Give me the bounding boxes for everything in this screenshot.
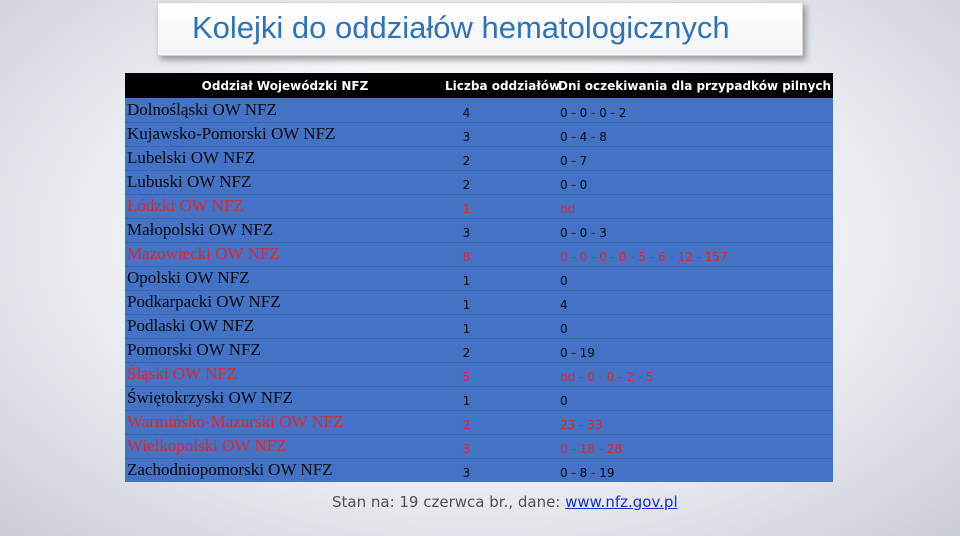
- department-cell: Wielkopolski OW NFZ: [125, 433, 445, 458]
- department-cell: Lubuski OW NFZ: [125, 169, 445, 194]
- department-cell: Podkarpacki OW NFZ: [125, 289, 445, 314]
- table-row: Łódzki OW NFZ 1 bd: [125, 193, 833, 218]
- department-cell: Kujawsko-Pomorski OW NFZ: [125, 121, 445, 146]
- count-cell: 1: [445, 193, 558, 218]
- days-cell: 0 - 4 - 8: [558, 121, 833, 146]
- count-cell: 1: [445, 385, 558, 410]
- days-cell: 0 - 0: [558, 169, 833, 194]
- table-row: Małopolski OW NFZ 3 0 - 0 - 3: [125, 217, 833, 242]
- department-cell: Dolnośląski OW NFZ: [127, 99, 277, 119]
- table-row: Śląski OW NFZ 5 bd - 0 - 0 - 2 - 5: [125, 361, 833, 386]
- header-days: Dni oczekiwania dla przypadków pilnych: [558, 78, 832, 93]
- days-cell: 0 - 0 - 0 - 2: [560, 105, 627, 120]
- days-cell: 4: [558, 289, 833, 314]
- table-row: Podlaski OW NFZ 1 0: [125, 313, 833, 338]
- table-row: Wielkopolski OW NFZ 3 0 - 18 - 28: [125, 433, 833, 458]
- days-cell: 0: [558, 313, 833, 338]
- department-cell: Opolski OW NFZ: [125, 265, 445, 290]
- days-cell: 0 - 7: [558, 145, 833, 170]
- count-cell: 2: [445, 409, 558, 434]
- department-cell: Mazowiecki OW NFZ: [125, 241, 445, 266]
- table-row: Lubuski OW NFZ 2 0 - 0: [125, 169, 833, 194]
- department-cell: Zachodniopomorski OW NFZ: [125, 457, 445, 482]
- days-cell: 0 - 8 - 19: [558, 457, 833, 482]
- days-cell: 0: [558, 265, 833, 290]
- table-row: Opolski OW NFZ 1 0: [125, 265, 833, 290]
- count-cell: 3: [445, 121, 558, 146]
- table-row: Lubelski OW NFZ 2 0 - 7: [125, 145, 833, 170]
- count-cell: 2: [445, 337, 558, 362]
- queue-table: Oddział Wojewódzki NFZ Liczba oddziałów …: [125, 73, 833, 482]
- department-cell: Łódzki OW NFZ: [125, 193, 445, 218]
- nfz-link[interactable]: www.nfz.gov.pl: [565, 493, 678, 511]
- header-count: Liczba oddziałów: [445, 78, 561, 93]
- days-cell: 0 - 0 - 3: [558, 217, 833, 242]
- count-cell: 1: [445, 265, 558, 290]
- department-cell: Podlaski OW NFZ: [125, 313, 445, 338]
- count-cell: 1: [445, 313, 558, 338]
- table-row: Warmińsko-Mazurski OW NFZ 2 23 - 33: [125, 409, 833, 434]
- count-cell: 3: [445, 217, 558, 242]
- table-header-row: Oddział Wojewódzki NFZ Liczba oddziałów …: [125, 73, 833, 98]
- header-department: Oddział Wojewódzki NFZ: [201, 78, 369, 93]
- title-box: Kolejki do oddziałów hematologicznych: [157, 2, 803, 56]
- days-cell: bd: [558, 193, 833, 218]
- department-cell: Świętokrzyski OW NFZ: [125, 385, 445, 410]
- department-cell: Małopolski OW NFZ: [125, 217, 445, 242]
- table-row: Mazowiecki OW NFZ 8 0 - 0 - 0 - 0 - 5 - 6 …: [125, 241, 833, 266]
- days-cell: 23 - 33: [558, 409, 833, 434]
- days-cell: 0 - 18 - 28: [558, 433, 833, 458]
- days-cell: 0 - 19: [558, 337, 833, 362]
- days-cell: 0 - 0 - 0 - 0 - 5 - 6 - 12 - 157: [558, 241, 833, 266]
- days-cell: 0: [558, 385, 833, 410]
- count-cell: 2: [445, 169, 558, 194]
- count-cell: 5: [445, 361, 558, 386]
- department-cell: Śląski OW NFZ: [125, 361, 445, 386]
- days-cell: bd - 0 - 0 - 2 - 5: [558, 361, 833, 386]
- footer: Stan na: 19 czerwca br., dane: www.nfz.g…: [332, 493, 678, 511]
- count-cell: 2: [445, 145, 558, 170]
- table-row: Dolnośląski OW NFZ 4 0 - 0 - 0 - 2: [125, 98, 833, 122]
- count-cell: 3: [445, 457, 558, 482]
- count-cell: 1: [445, 289, 558, 314]
- count-cell: 8: [445, 241, 558, 266]
- count-cell: 4: [462, 105, 471, 120]
- department-cell: Pomorski OW NFZ: [125, 337, 445, 362]
- count-cell: 3: [445, 433, 558, 458]
- table-body: Dolnośląski OW NFZ 4 0 - 0 - 0 - 2 Kujawsko…: [125, 98, 833, 482]
- page-title: Kolejki do oddziałów hematologicznych: [192, 10, 730, 45]
- department-cell: Lubelski OW NFZ: [125, 145, 445, 170]
- table-row: Zachodniopomorski OW NFZ 3 0 - 8 - 19: [125, 457, 833, 482]
- footer-text: Stan na: 19 czerwca br., dane:: [332, 493, 566, 511]
- table-row: Kujawsko-Pomorski OW NFZ 3 0 - 4 - 8: [125, 121, 833, 146]
- table-row: Podkarpacki OW NFZ 1 4: [125, 289, 833, 314]
- table-row: Pomorski OW NFZ 2 0 - 19: [125, 337, 833, 362]
- department-cell: Warmińsko-Mazurski OW NFZ: [125, 409, 445, 434]
- table-row: Świętokrzyski OW NFZ 1 0: [125, 385, 833, 410]
